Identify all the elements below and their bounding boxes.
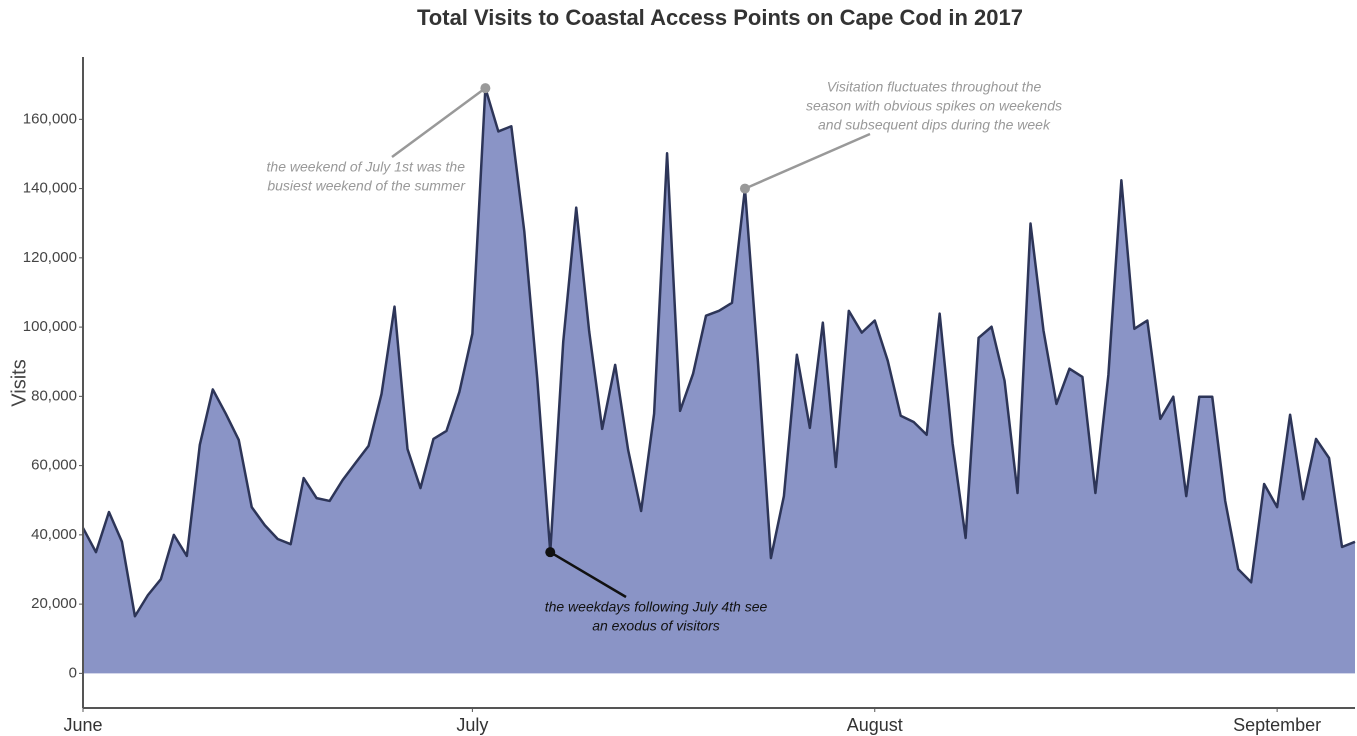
- annotation-text: an exodus of visitors: [592, 618, 720, 634]
- y-tick-label: 20,000: [31, 595, 77, 612]
- y-tick-label: 80,000: [31, 387, 77, 404]
- x-tick-label: September: [1233, 715, 1321, 735]
- annotation-leader: [744, 132, 871, 190]
- annotation-point: [480, 83, 491, 94]
- y-tick-label: 120,000: [23, 249, 77, 266]
- y-tick-label: 160,000: [23, 110, 77, 127]
- annotation-leader: [391, 87, 487, 159]
- y-tick-label: 0: [69, 664, 77, 681]
- y-tick-label: 40,000: [31, 526, 77, 543]
- x-tick-label: August: [847, 715, 903, 735]
- annotation-text: busiest weekend of the summer: [267, 178, 466, 194]
- annotation-text: Visitation fluctuates throughout the: [827, 79, 1042, 95]
- annotation-text: season with obvious spikes on weekends: [806, 98, 1062, 114]
- y-tick-label: 140,000: [23, 180, 77, 197]
- annotation-point: [545, 547, 556, 558]
- x-tick-label: July: [456, 715, 488, 735]
- chart-title: Total Visits to Coastal Access Points on…: [417, 5, 1023, 30]
- annotation-text: the weekend of July 1st was the: [267, 159, 466, 175]
- y-tick-label: 60,000: [31, 457, 77, 474]
- y-tick-label: 100,000: [23, 318, 77, 335]
- annotation-text: the weekdays following July 4th see: [545, 599, 768, 615]
- annotation-point: [739, 183, 750, 194]
- x-tick-label: June: [63, 715, 102, 735]
- annotation-leader: [549, 551, 627, 599]
- annotation-text: and subsequent dips during the week: [818, 117, 1051, 133]
- line: [81, 86, 1356, 618]
- y-axis-label: Visits: [8, 359, 30, 406]
- area: [83, 88, 1355, 674]
